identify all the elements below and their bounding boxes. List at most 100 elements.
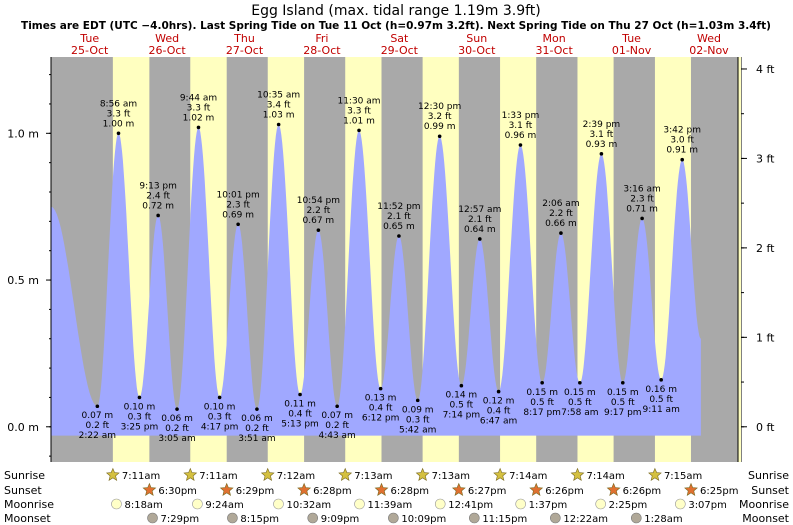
moonrise-time: 2:25pm <box>609 500 648 511</box>
day-name-label: Mon <box>543 32 566 45</box>
high-tide-feet: 2.2 ft <box>307 206 331 216</box>
sunrise-star-icon <box>105 467 120 481</box>
moonset-icon <box>631 512 642 524</box>
moonrise-time: 1:37pm <box>529 500 568 511</box>
day-name-label: Tue <box>621 32 641 45</box>
day-headers: Tue25-OctWed26-OctThu27-OctFri28-OctSat2… <box>71 32 729 57</box>
sunset-star-icon <box>684 482 698 496</box>
high-tide-time: 9:44 am <box>180 93 217 103</box>
moonrise-row-label-left: Moonrise <box>4 498 54 511</box>
day-date-label: 28-Oct <box>303 44 341 57</box>
low-tide-point <box>137 395 142 400</box>
low-tide-feet: 0.2 ft <box>325 421 349 431</box>
moonrise-time: 3:07pm <box>688 500 727 511</box>
low-tide-time: 9:17 pm <box>604 408 642 418</box>
low-tide-feet: 0.2 ft <box>245 424 269 434</box>
high-tide-point <box>397 234 401 238</box>
low-tide-meters: 0.12 m <box>483 397 515 407</box>
moonrise-icon <box>515 498 526 510</box>
moonset-icon <box>147 512 158 524</box>
sunset-time: 6:29pm <box>236 486 275 497</box>
sunrise-star-icon <box>183 467 198 481</box>
left-tick-label: 1.0 m <box>7 127 39 140</box>
low-tide-time: 7:14 pm <box>443 411 481 421</box>
day-date-label: 26-Oct <box>148 44 186 57</box>
moonset-time: 1:28am <box>644 514 682 525</box>
sunset-star-icon <box>529 482 544 496</box>
high-tide-feet: 2.4 ft <box>146 191 170 201</box>
high-tide-point <box>640 216 644 221</box>
sunrise-time: 7:13am <box>354 471 392 482</box>
moonrise-icon <box>111 498 122 510</box>
day-name-label: Tue <box>79 32 99 45</box>
high-tide-point <box>156 213 160 218</box>
high-tide-point <box>559 231 563 235</box>
low-tide-point <box>659 378 663 382</box>
low-tide-time: 3:05 am <box>158 434 195 444</box>
left-margin <box>0 57 51 464</box>
moonset-time: 11:15pm <box>482 514 527 525</box>
high-tide-time: 11:52 pm <box>377 202 420 212</box>
low-tide-point <box>459 383 464 388</box>
moonrise-icon <box>675 498 686 510</box>
low-tide-time: 9:11 am <box>642 405 679 415</box>
sunset-row-label-left: Sunset <box>4 484 42 497</box>
high-tide-time: 10:01 pm <box>216 190 259 200</box>
high-tide-meters: 1.01 m <box>343 116 375 126</box>
high-tide-time: 1:33 pm <box>502 111 540 121</box>
day-name-label: Wed <box>155 32 179 45</box>
day-date-label: 02-Nov <box>689 44 729 57</box>
low-tide-time: 6:47 am <box>480 417 517 427</box>
sunrise-time: 7:12am <box>277 471 315 482</box>
left-tick-label: 0.5 m <box>7 274 39 287</box>
sunset-time: 6:27pm <box>468 486 507 497</box>
axes: 0.0 m 0.5 m 1.0 m 0 ft 1 ft 2 ft 3 ft 4 ft <box>0 57 793 464</box>
day-name-label: Wed <box>697 32 721 45</box>
high-tide-point <box>236 222 240 227</box>
moonset-icon <box>388 512 399 524</box>
day-date-label: 30-Oct <box>458 44 496 57</box>
moonset-time: 8:15pm <box>240 514 279 525</box>
sunset-star-icon <box>142 482 157 496</box>
low-tide-feet: 0.5 ft <box>450 401 474 411</box>
low-tide-point <box>620 380 625 385</box>
sunset-time: 6:26pm <box>545 486 584 497</box>
sunrise-star-icon <box>260 467 275 481</box>
tide-labels: 0.07 m0.2 ft2:22 am8:56 am3.3 ft1.00 m0.… <box>79 91 701 445</box>
sunset-time: 6:28pm <box>391 486 430 497</box>
right-tick-label: 2 ft <box>756 242 775 255</box>
low-tide-feet: 0.4 ft <box>487 407 511 417</box>
sunrise-time: 7:11am <box>122 471 160 482</box>
low-tide-meters: 0.10 m <box>204 402 236 412</box>
moonset-icon <box>469 512 480 524</box>
low-tide-time: 8:17 pm <box>523 408 561 418</box>
low-tide-point <box>217 395 222 400</box>
day-date-label: 31-Oct <box>536 44 574 57</box>
chart-title: Egg Island (max. tidal range 1.19m 3.9ft… <box>251 3 541 19</box>
high-tide-time: 2:39 pm <box>583 120 621 130</box>
high-tide-time: 10:54 pm <box>297 196 340 206</box>
moonrise-icon <box>273 498 284 510</box>
low-tide-time: 6:12 pm <box>362 414 400 424</box>
low-tide-meters: 0.06 m <box>161 414 193 424</box>
low-tide-time: 5:42 am <box>399 425 436 435</box>
moonrise-time: 12:41pm <box>448 500 493 511</box>
low-tide-feet: 0.2 ft <box>85 421 109 431</box>
high-tide-meters: 0.99 m <box>424 122 456 132</box>
day-date-label: 01-Nov <box>612 44 652 57</box>
high-tide-time: 9:13 pm <box>139 181 177 191</box>
sunset-star-icon <box>606 482 621 496</box>
moonrise-icon <box>192 498 203 510</box>
low-tide-feet: 0.4 ft <box>288 410 312 420</box>
high-tide-feet: 3.1 ft <box>509 121 533 131</box>
high-tide-time: 11:30 am <box>337 96 380 106</box>
tide-curve <box>51 124 701 436</box>
high-tide-meters: 0.65 m <box>383 222 415 232</box>
low-tide-meters: 0.13 m <box>365 394 397 404</box>
high-tide-meters: 0.91 m <box>666 146 698 156</box>
low-tide-meters: 0.15 m <box>564 388 596 398</box>
high-tide-meters: 1.00 m <box>103 119 135 129</box>
moonset-icon <box>227 512 238 524</box>
left-tick-label: 0.0 m <box>7 421 39 434</box>
